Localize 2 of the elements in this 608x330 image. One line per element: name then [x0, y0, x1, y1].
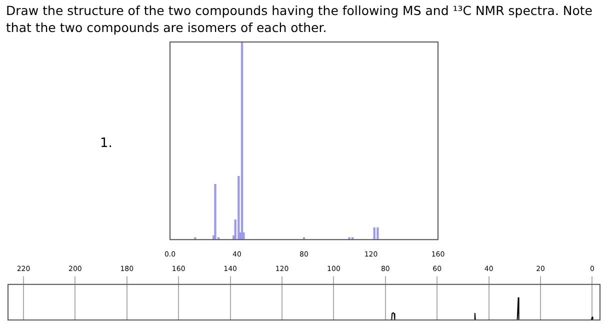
chart-title: Draw the structure of the two compounds having the following MS and ¹³C NMR spectra. Note that the two compounds are isomers of each other. [6, 2, 594, 36]
text: 1. [100, 136, 112, 151]
